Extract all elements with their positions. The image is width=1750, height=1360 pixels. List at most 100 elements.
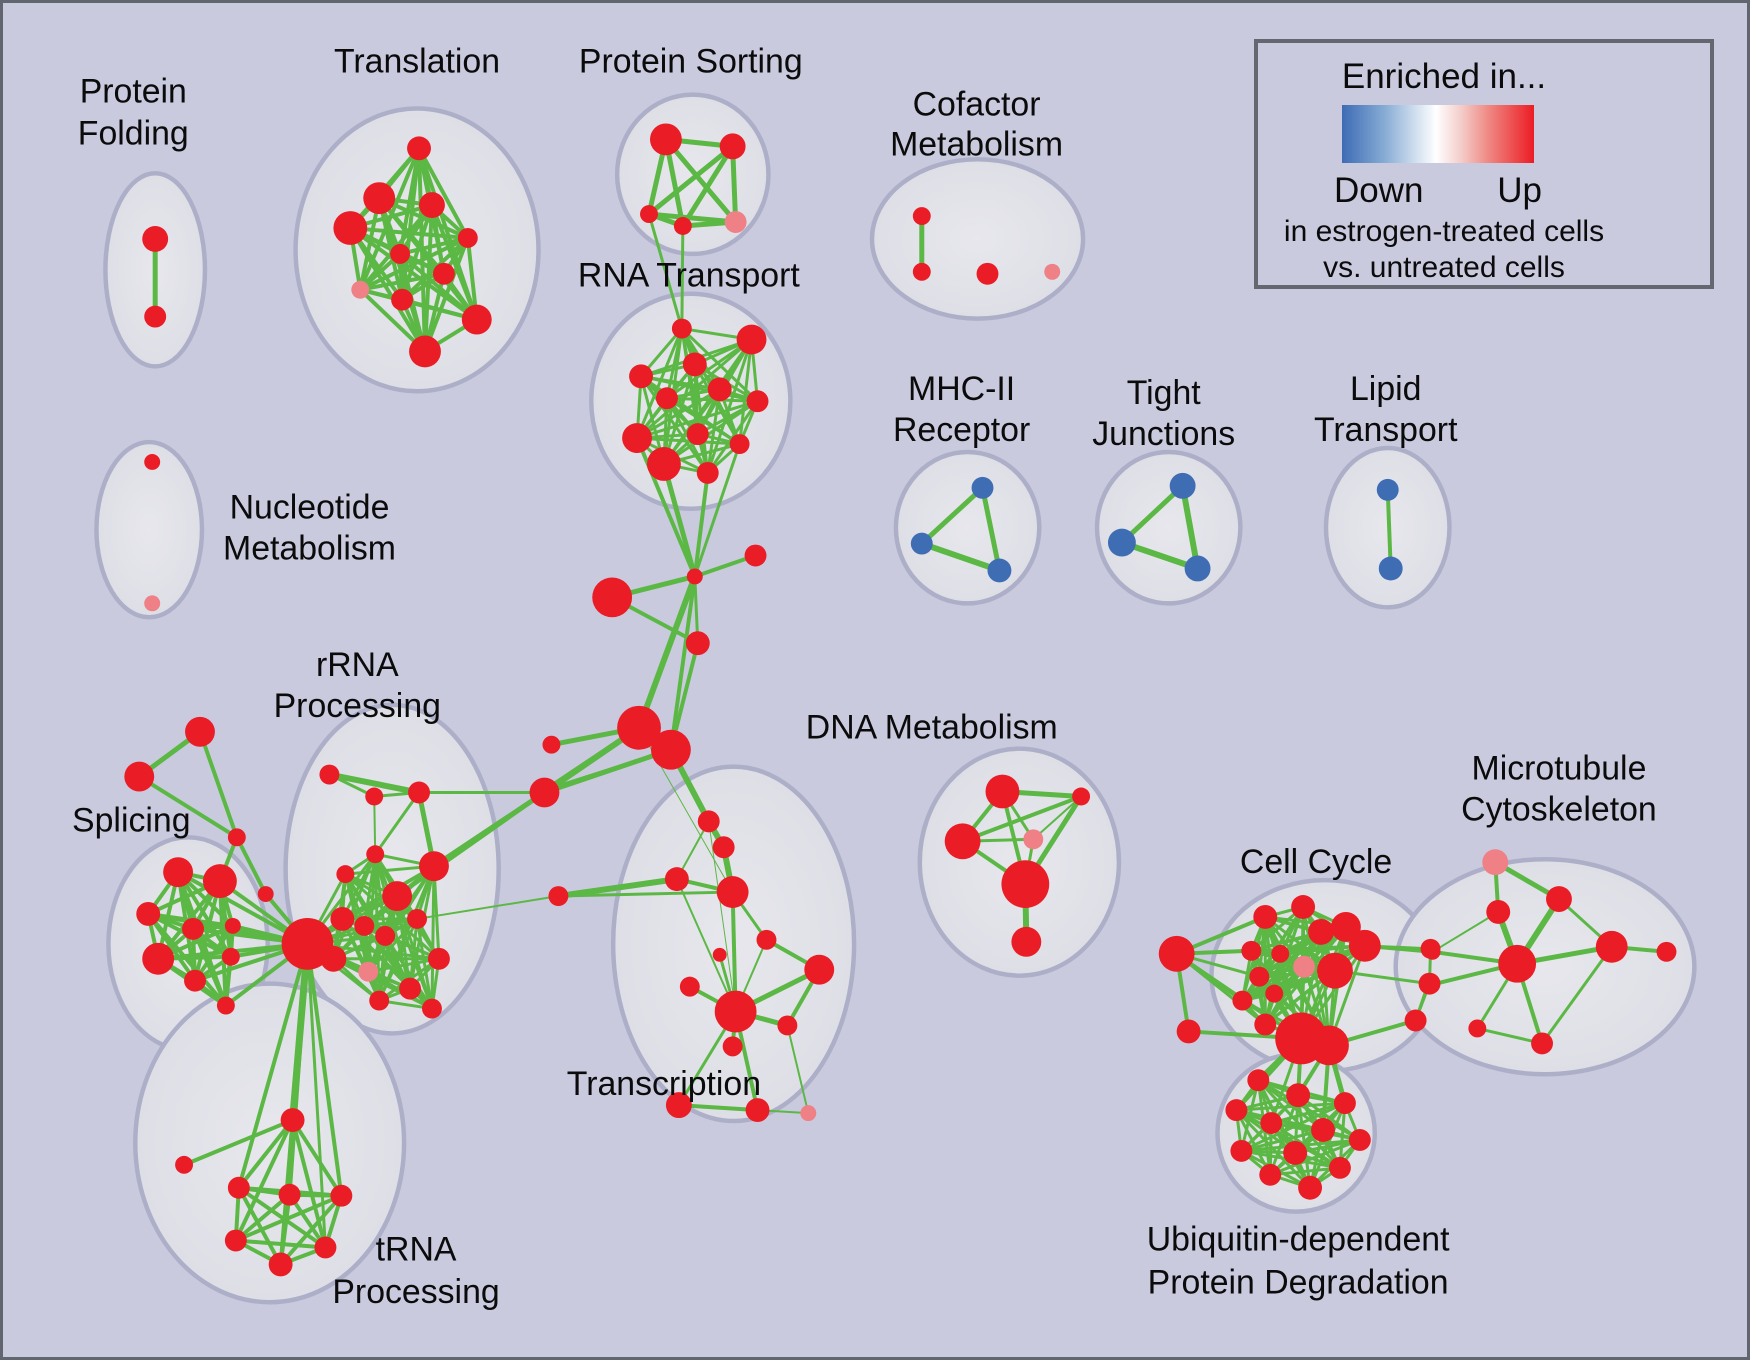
node-mh2-blue [910, 532, 933, 555]
node-tx4-red [716, 876, 749, 908]
node-p1-red [649, 123, 682, 156]
edge-rr12-rr17 [383, 934, 434, 1011]
cluster-label-rna-transport: RNA Transport [578, 257, 800, 295]
node-u2-red [1286, 1083, 1311, 1108]
edge-t4-t11 [348, 226, 427, 354]
node-u9-red [1283, 1140, 1308, 1165]
node-d2-red [1072, 787, 1091, 806]
node-lp1-blue [1376, 478, 1399, 501]
node-tr1-red [227, 1176, 250, 1199]
node-m6-red [1419, 977, 1436, 994]
node-mh1-blue [971, 476, 994, 499]
edge-hb1-tr6 [306, 942, 327, 1249]
nodes-layer [124, 123, 1677, 1277]
cluster-label-protein-folding: Protein Folding [78, 73, 189, 153]
edge-j1-h2 [668, 574, 697, 752]
node-sp4-red [182, 917, 204, 940]
node-sp8-red [221, 947, 240, 966]
edge-tj1-tj3 [1179, 482, 1201, 572]
node-m10-red [1468, 1019, 1487, 1038]
edge-tr0-tr1 [236, 1118, 295, 1190]
node-tx13-red [745, 1098, 770, 1123]
edge-p4-r1 [680, 224, 685, 331]
edge-r7-r11 [662, 399, 760, 466]
legend-title: Enriched in... [1341, 57, 1547, 96]
edge-t5-t6 [398, 235, 470, 256]
node-tr0-red [280, 1108, 305, 1132]
node-tx11-red [722, 1036, 743, 1057]
cluster-label-nucleotide-metabolism: Nucleotide Metabolism [223, 489, 396, 568]
node-r8-red [622, 423, 652, 454]
node-d4-pink [1023, 829, 1044, 850]
edge-tx10-tx14 [786, 1024, 810, 1115]
node-rr16-red [369, 990, 390, 1011]
edge-p3-r1 [647, 212, 684, 331]
node-st1-red [185, 716, 215, 747]
edge-cc8-cc12 [1240, 965, 1306, 1003]
node-n1-red [144, 454, 161, 470]
cluster-label-trna-processing: tRNA Processing [332, 1230, 499, 1311]
edge-u10-u11 [1268, 1166, 1342, 1177]
edge-m3-m5 [1431, 910, 1500, 953]
node-rr2-red [365, 787, 384, 806]
edge-t1-t5 [417, 146, 470, 240]
node-tj1-blue [1169, 472, 1196, 499]
edge-u3-u4 [1234, 1101, 1347, 1112]
node-p5-pink [724, 211, 747, 233]
node-p3-red [640, 205, 658, 224]
node-rr3-red [408, 781, 430, 804]
cluster-ellipse-mhc2-receptor [893, 449, 1042, 606]
node-p2-red [719, 133, 746, 160]
edge-mh2-mh3 [918, 540, 1003, 574]
cluster-label-rrna-processing: rRNA Processing [274, 646, 441, 725]
node-sp6-red [142, 942, 175, 975]
network-svg: Protein Folding Translation Protein Sorting… [72, 43, 1697, 1311]
node-mh3-blue [987, 558, 1012, 583]
cluster-label-ubiquitin-degradation: Ubiquitin-dependent Protein Degradation [1147, 1220, 1450, 1301]
edge-st1-st3 [197, 729, 239, 840]
node-r5-red [707, 377, 732, 402]
node-cb2-red [1309, 1025, 1349, 1066]
edge-r1-r8 [635, 327, 684, 440]
cluster-label-protein-sorting: Protein Sorting [579, 43, 803, 81]
node-pf2-red [144, 305, 167, 328]
edge-t7-t8 [358, 271, 446, 292]
cluster-ellipse-cofactor-metabolism [869, 157, 1086, 321]
node-r1-red [671, 318, 692, 339]
node-sp1-red [163, 857, 194, 888]
edge-rr17-hb2 [331, 957, 434, 1011]
node-tx6-red [712, 947, 727, 962]
node-f1-red [592, 577, 633, 618]
node-t8-pink [351, 280, 370, 299]
node-sp3-red [136, 902, 161, 926]
node-r12-red [696, 461, 719, 484]
node-pf1-red [142, 226, 169, 252]
node-cc7-red [1271, 944, 1290, 963]
node-rr9-red [407, 908, 427, 929]
node-rr1-red [319, 764, 340, 785]
cluster-ellipse-trna-processing [133, 981, 407, 1305]
node-cc3-red [1308, 918, 1334, 945]
cluster-label-tight-junctions: Tight Junctions [1092, 374, 1235, 453]
node-m3-red [1486, 900, 1511, 924]
node-m1-pink [1482, 849, 1509, 876]
node-u1-red [1247, 1069, 1270, 1092]
edge-r8-j1 [635, 436, 697, 579]
edge-tr3-tr5 [278, 1193, 344, 1267]
node-u11-red [1259, 1163, 1282, 1186]
node-tx5-red [756, 929, 777, 950]
node-h1-red [617, 705, 661, 750]
legend-down-label: Down [1334, 171, 1424, 210]
edge-rr3-rr5 [373, 791, 421, 856]
legend-subtitle-line1: in estrogen-treated cells [1283, 215, 1605, 248]
edge-t4-t10 [348, 226, 479, 322]
node-rr6-red [336, 865, 355, 884]
node-c2-red [912, 262, 931, 281]
node-t10-red [461, 304, 492, 335]
node-cc11-red [1265, 984, 1284, 1003]
node-cc12-red [1232, 990, 1253, 1011]
node-r3-red [682, 352, 707, 377]
node-h2-red [650, 729, 691, 770]
cluster-label-translation: Translation [334, 43, 500, 81]
edge-d2-d3 [960, 794, 1084, 844]
